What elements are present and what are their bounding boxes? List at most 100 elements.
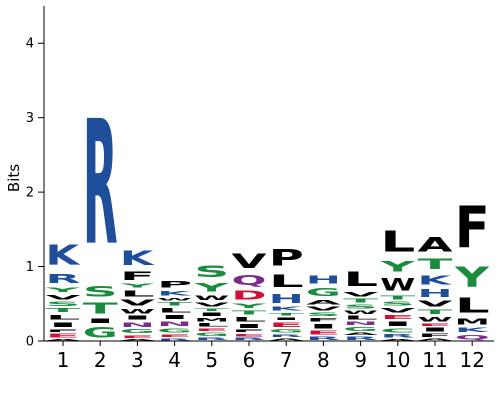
logo-glyph: E <box>46 333 81 339</box>
logo-glyph: T <box>46 307 81 313</box>
logo-glyph: E <box>157 334 192 339</box>
logo-glyph: R <box>157 338 192 341</box>
logo-glyph: G <box>306 286 341 299</box>
logo-glyph: E <box>269 321 304 328</box>
logo-glyph: L <box>269 271 304 291</box>
logo-glyph: K <box>418 272 453 287</box>
logo-glyph: G <box>343 326 378 332</box>
logo-glyph: S <box>306 312 341 317</box>
logo-glyph: T <box>194 307 229 312</box>
logo-glyph: I <box>194 312 229 317</box>
logo-glyph: K <box>157 290 192 297</box>
y-tick-label: 2 <box>26 186 34 201</box>
logo-glyph: Y <box>379 259 416 275</box>
logo-glyph: G <box>269 329 304 334</box>
logo-glyph: G <box>194 332 229 337</box>
logo-glyph: T <box>83 300 118 317</box>
logo-glyph: I <box>306 322 341 329</box>
logo-glyph: L <box>232 316 267 323</box>
logo-glyph: F <box>46 328 81 333</box>
logo-glyph: K <box>120 247 155 269</box>
logo-glyph: E <box>418 323 453 327</box>
logo-glyph: S <box>83 284 118 300</box>
logo-glyph: F <box>120 270 155 283</box>
logo-glyph: F <box>232 329 267 333</box>
logo-glyph: R <box>343 336 378 341</box>
logo-glyph: F <box>306 317 341 322</box>
logo-glyph: L <box>343 268 378 290</box>
logo-glyph: H <box>306 274 341 286</box>
y-ticks: 0 1 2 3 4 <box>26 37 44 350</box>
x-tick-label: 12 <box>459 348 484 372</box>
y-tick-label: 0 <box>26 335 34 350</box>
logo-glyph: A <box>418 235 453 257</box>
logo-glyph: T <box>380 295 415 301</box>
logo-glyph: N <box>157 320 192 327</box>
logo-glyph: H <box>418 288 453 300</box>
logo-glyph: A <box>380 339 415 341</box>
logo-glyph: W <box>157 297 192 301</box>
logo-glyph: R <box>269 334 304 338</box>
logo-glyph: K <box>455 326 490 333</box>
logo-glyph: H <box>269 291 304 306</box>
x-tick-label: 6 <box>243 348 256 372</box>
logo-glyph: Y <box>45 286 81 293</box>
logo-glyph: S <box>380 301 415 307</box>
x-tick-label: 11 <box>422 348 447 372</box>
x-tick-label: 7 <box>280 348 293 372</box>
logo-glyph: G <box>157 328 192 334</box>
logo-glyph: V <box>306 306 341 312</box>
logo-glyph: E <box>194 328 229 333</box>
logo-glyph: K <box>46 238 82 271</box>
logo-glyph: L <box>455 294 490 318</box>
x-tick-label: 10 <box>385 348 410 372</box>
logo-glyph: R <box>194 337 229 341</box>
logo-glyph: I <box>269 316 304 320</box>
logo-glyph: I <box>46 321 81 328</box>
logo-glyph: S <box>343 304 378 310</box>
logo-glyph: L <box>157 307 192 314</box>
logo-glyph: L <box>194 323 229 328</box>
logo-glyph: S <box>194 262 229 281</box>
logo-glyph: R <box>46 271 81 286</box>
logo-glyph: A <box>343 332 378 336</box>
logo-glyph: V <box>194 302 229 308</box>
x-tick-label: 9 <box>354 348 367 372</box>
logo-glyph: I <box>83 317 118 324</box>
logo-glyph: A <box>120 339 155 341</box>
y-axis-title: Bits <box>5 164 23 192</box>
y-tick-label: 4 <box>26 37 34 52</box>
logo-glyph: G <box>83 325 118 341</box>
logo-glyph: L <box>380 225 415 258</box>
logo-glyph: R <box>83 84 118 284</box>
logo-stacks: AEFILTSVYRKGITSRAEGNIWVLYFKREGNILTWKPRGE… <box>45 84 491 341</box>
logo-glyph: L <box>343 315 378 321</box>
logo-glyph: T <box>343 298 378 304</box>
logo-glyph: L <box>46 314 81 321</box>
logo-glyph: Q <box>455 334 490 341</box>
logo-glyph: I <box>232 323 267 329</box>
logo-glyph: W <box>380 275 415 295</box>
logo-glyph: I <box>380 320 415 327</box>
logo-glyph: V <box>232 250 267 273</box>
logo-glyph: A <box>269 338 304 341</box>
x-tick-label: 4 <box>168 348 181 372</box>
logo-glyph: T <box>232 310 267 316</box>
y-tick-label: 3 <box>26 111 34 126</box>
logo-glyph: T <box>418 308 453 315</box>
logo-glyph: F <box>418 333 453 338</box>
logo-glyph: G <box>120 329 155 335</box>
logo-glyph: I <box>120 315 155 321</box>
logo-glyph: V <box>380 307 415 314</box>
logo-glyph: A <box>418 338 453 341</box>
logo-glyph: I <box>157 314 192 320</box>
logo-glyph: E <box>380 314 415 320</box>
logo-glyph: T <box>269 312 304 317</box>
